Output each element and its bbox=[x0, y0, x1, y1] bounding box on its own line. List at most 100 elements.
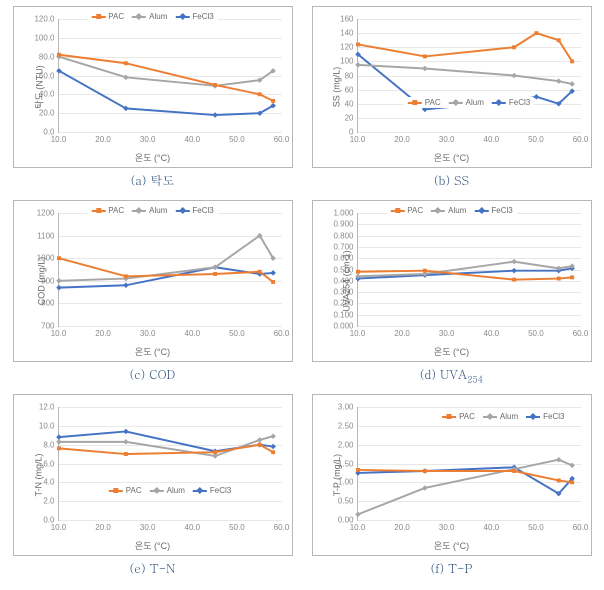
marker-fecl3 bbox=[123, 429, 129, 435]
chart-a: 0.020.040.060.080.0100.0120.010.020.030.… bbox=[13, 6, 293, 168]
legend-label: Alum bbox=[466, 98, 484, 107]
marker-pac bbox=[556, 38, 560, 42]
marker-pac bbox=[570, 480, 574, 484]
marker-pac bbox=[257, 92, 261, 96]
legend-label: FeCl3 bbox=[192, 12, 213, 21]
chart-cell-a: 0.020.040.060.080.0100.0120.010.020.030.… bbox=[8, 6, 297, 196]
marker-pac bbox=[123, 274, 127, 278]
chart-cell-c: 70080090010001100120010.020.030.040.050.… bbox=[8, 200, 297, 390]
xtick: 10.0 bbox=[350, 520, 366, 532]
legend-item-alum: Alum bbox=[483, 412, 518, 421]
marker-pac bbox=[422, 54, 426, 58]
marker-pac bbox=[123, 61, 127, 65]
legend: PACAlumFeCl3 bbox=[87, 205, 217, 216]
xtick: 20.0 bbox=[95, 132, 111, 144]
marker-fecl3 bbox=[123, 283, 129, 289]
marker-pac bbox=[512, 45, 516, 49]
xtick: 30.0 bbox=[439, 132, 455, 144]
legend-item-pac: PAC bbox=[408, 98, 441, 107]
legend-item-fecl3: FeCl3 bbox=[175, 206, 213, 215]
chart-f: PACAlumFeCl30.000.501.001.502.002.503.00… bbox=[312, 394, 592, 556]
xtick: 10.0 bbox=[51, 520, 67, 532]
marker-alum bbox=[569, 463, 575, 469]
chart-cell-e: PACAlumFeCl30.02.04.06.08.010.012.010.02… bbox=[8, 394, 297, 584]
ytick: 12.0 bbox=[39, 403, 59, 412]
legend-label: FeCl3 bbox=[491, 206, 512, 215]
ytick: 80 bbox=[345, 71, 358, 80]
ytick: 60 bbox=[345, 85, 358, 94]
ytick: 2.50 bbox=[338, 421, 358, 430]
xtick: 20.0 bbox=[394, 326, 410, 338]
marker-pac bbox=[213, 272, 217, 276]
marker-pac bbox=[257, 270, 261, 274]
legend-label: FeCl3 bbox=[192, 206, 213, 215]
plotarea: PACAlumFeCl30.000.501.001.502.002.503.00… bbox=[357, 407, 581, 521]
legend: PACAlumFeCl3 bbox=[105, 485, 235, 496]
caption-d: (d) UVA254 bbox=[420, 366, 483, 385]
marker-pac bbox=[271, 280, 275, 284]
ytick: 20 bbox=[345, 113, 358, 122]
x-axis-label: 온도 (°C) bbox=[434, 539, 469, 552]
ytick: 10.0 bbox=[39, 421, 59, 430]
ytick: 120 bbox=[340, 43, 357, 52]
xtick: 20.0 bbox=[95, 520, 111, 532]
chart-cell-d: 0.0000.1000.2000.3000.4000.5000.6000.700… bbox=[307, 200, 596, 390]
chart-b: PACAlumFeCl302040608010012014016010.020.… bbox=[312, 6, 592, 168]
marker-alum bbox=[123, 75, 129, 81]
xtick: 20.0 bbox=[394, 520, 410, 532]
marker-pac bbox=[422, 269, 426, 273]
marker-pac bbox=[123, 452, 127, 456]
legend-label: PAC bbox=[425, 98, 441, 107]
xtick: 50.0 bbox=[528, 520, 544, 532]
series-line-pac bbox=[358, 33, 572, 61]
x-axis-label: 온도 (°C) bbox=[135, 151, 170, 164]
xtick: 10.0 bbox=[350, 132, 366, 144]
marker-pac bbox=[556, 479, 560, 483]
xtick: 20.0 bbox=[394, 132, 410, 144]
caption-b: (b) SS bbox=[434, 172, 469, 189]
series-line-fecl3 bbox=[358, 268, 572, 278]
xtick: 60.0 bbox=[573, 326, 589, 338]
marker-pac bbox=[422, 469, 426, 473]
legend-label: PAC bbox=[108, 12, 124, 21]
ytick: 8.0 bbox=[43, 440, 58, 449]
marker-pac bbox=[570, 59, 574, 63]
marker-pac bbox=[257, 443, 261, 447]
xtick: 30.0 bbox=[140, 520, 156, 532]
xtick: 50.0 bbox=[229, 326, 245, 338]
series-line-fecl3 bbox=[59, 267, 273, 287]
chart-e: PACAlumFeCl30.02.04.06.08.010.012.010.02… bbox=[13, 394, 293, 556]
ytick: 2.0 bbox=[43, 497, 58, 506]
x-axis-label: 온도 (°C) bbox=[434, 151, 469, 164]
marker-fecl3 bbox=[212, 112, 218, 118]
marker-pac bbox=[271, 99, 275, 103]
xtick: 50.0 bbox=[528, 326, 544, 338]
legend-label: Alum bbox=[149, 206, 167, 215]
legend-item-fecl3: FeCl3 bbox=[492, 98, 530, 107]
caption-e: (e) T-N bbox=[130, 560, 176, 577]
legend-item-pac: PAC bbox=[91, 12, 124, 21]
xtick: 10.0 bbox=[51, 132, 67, 144]
ytick: 3.00 bbox=[338, 403, 358, 412]
marker-alum bbox=[555, 457, 561, 463]
xtick: 50.0 bbox=[229, 132, 245, 144]
x-axis-label: 온도 (°C) bbox=[434, 345, 469, 358]
chart-cell-f: PACAlumFeCl30.000.501.001.502.002.503.00… bbox=[307, 394, 596, 584]
xtick: 60.0 bbox=[274, 520, 290, 532]
series-line-pac bbox=[59, 258, 273, 282]
legend-label: PAC bbox=[407, 206, 423, 215]
x-axis-label: 온도 (°C) bbox=[135, 345, 170, 358]
ytick: 0.900 bbox=[333, 220, 357, 229]
ytick: 160 bbox=[340, 15, 357, 24]
legend-label: Alum bbox=[149, 12, 167, 21]
y-axis-label: T-N (mg/L) bbox=[33, 453, 43, 496]
marker-alum bbox=[569, 81, 575, 87]
chart-c: 70080090010001100120010.020.030.040.050.… bbox=[13, 200, 293, 362]
series-line-fecl3 bbox=[59, 71, 273, 115]
legend-label: FeCl3 bbox=[543, 412, 564, 421]
y-axis-label: UVA254 (cm-1) bbox=[341, 250, 351, 311]
legend-item-alum: Alum bbox=[150, 486, 185, 495]
marker-pac bbox=[512, 278, 516, 282]
legend: PACAlumFeCl3 bbox=[386, 205, 516, 216]
marker-fecl3 bbox=[511, 268, 517, 274]
